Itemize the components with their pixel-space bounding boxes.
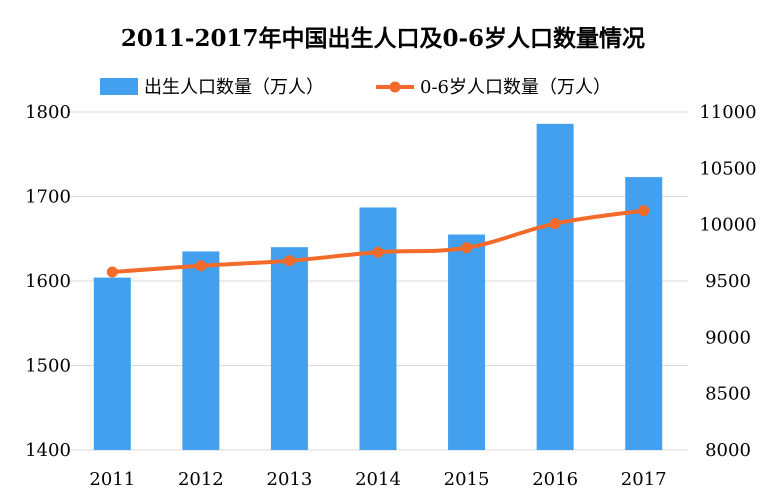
legend-label-population: 0-6岁人口数量（万人） (420, 77, 611, 98)
x-tick-label: 2016 (532, 469, 578, 490)
bar (93, 277, 131, 450)
y-right-tick-label: 9000 (705, 327, 751, 348)
line-point (106, 266, 118, 278)
bar-series (93, 123, 663, 450)
y-left-tick-label: 1500 (25, 356, 71, 377)
chart-title: 2011-2017年中国出生人口及0-6岁人口数量情况 (121, 25, 645, 52)
y-right-tick-label: 10000 (699, 215, 756, 236)
bar (182, 251, 220, 450)
line-point (549, 218, 561, 230)
line-point (638, 205, 650, 217)
y-right-tick-label: 8000 (705, 440, 751, 461)
legend-line-marker (389, 81, 401, 93)
line-series (106, 205, 650, 278)
legend-bar-swatch (100, 78, 138, 95)
line-point (372, 246, 384, 258)
x-tick-label: 2015 (444, 469, 490, 490)
y-left-tick-label: 1700 (25, 187, 71, 208)
x-tick-label: 2011 (89, 469, 135, 490)
bar (270, 247, 308, 450)
x-tick-label: 2014 (355, 469, 401, 490)
y-left-tick-label: 1400 (25, 440, 71, 461)
y-left-tick-label: 1600 (25, 271, 71, 292)
bar (448, 234, 486, 450)
line-point (461, 242, 473, 254)
bar (359, 207, 397, 450)
line-point (283, 255, 295, 267)
y-right-tick-label: 10500 (699, 158, 756, 179)
line-point (195, 260, 207, 272)
y-left-tick-label: 1800 (25, 102, 71, 123)
bar (536, 123, 574, 450)
x-tick-label: 2012 (178, 469, 224, 490)
bar (625, 177, 663, 450)
legend: 出生人口数量（万人） 0-6岁人口数量（万人） (100, 77, 611, 98)
y-right-tick-label: 8500 (705, 384, 751, 405)
legend-label-births: 出生人口数量（万人） (144, 77, 324, 98)
y-right-tick-label: 9500 (705, 271, 751, 292)
x-tick-label: 2013 (267, 469, 313, 490)
y-right-tick-label: 11000 (699, 102, 756, 123)
axes: 1400 1500 1600 1700 1800 8000 8500 9000 9500 1000… (25, 102, 757, 490)
x-tick-label: 2017 (621, 469, 667, 490)
